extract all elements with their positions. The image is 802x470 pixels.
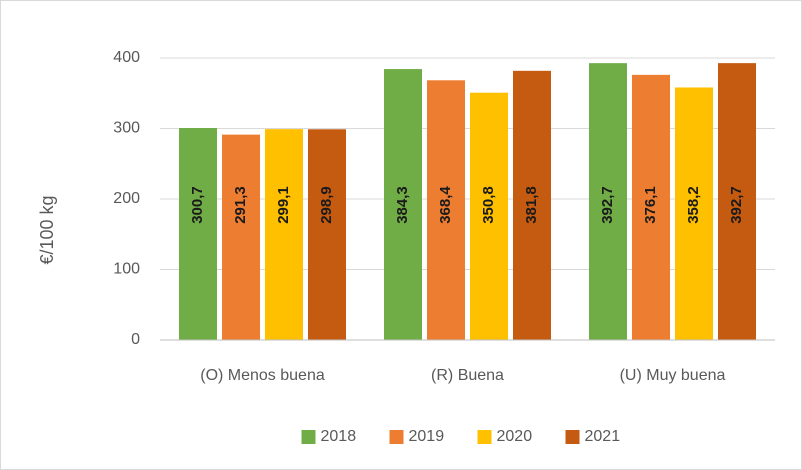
x-tick-label: (O) Menos buena — [200, 367, 325, 384]
bar — [222, 134, 260, 340]
y-tick-label: 200 — [113, 190, 140, 207]
legend-label: 2021 — [585, 428, 621, 445]
value-label: 358,2 — [685, 186, 702, 224]
y-tick-label: 400 — [113, 49, 140, 66]
legend-swatch — [477, 430, 492, 444]
value-label: 299,1 — [275, 186, 292, 224]
legend-swatch — [301, 430, 316, 444]
value-label: 392,7 — [599, 186, 616, 224]
value-label: 376,1 — [642, 186, 659, 224]
legend-label: 2020 — [497, 428, 533, 445]
value-label: 350,8 — [480, 186, 497, 224]
legend-swatch — [565, 430, 580, 444]
y-tick-label: 100 — [113, 261, 140, 278]
value-label: 384,3 — [394, 186, 411, 224]
y-tick-label: 0 — [131, 331, 140, 348]
bar — [427, 80, 465, 340]
y-axis-label: €/100 kg — [37, 195, 57, 264]
bar — [589, 63, 627, 341]
y-tick-label: 300 — [113, 120, 140, 137]
bar — [308, 129, 346, 340]
bar — [470, 92, 508, 340]
bar — [632, 74, 670, 341]
value-label: 291,3 — [232, 186, 249, 224]
bar — [265, 129, 303, 340]
value-label: 298,9 — [318, 186, 335, 224]
bar — [179, 128, 217, 340]
bar — [513, 70, 551, 341]
legend-label: 2019 — [409, 428, 445, 445]
bar — [384, 69, 422, 341]
legend-label: 2018 — [321, 428, 357, 445]
bar — [675, 87, 713, 341]
bar — [718, 63, 756, 341]
value-label: 392,7 — [728, 186, 745, 224]
legend-swatch — [389, 430, 404, 444]
x-tick-label: (R) Buena — [431, 367, 504, 384]
value-label: 381,8 — [523, 186, 540, 224]
value-label: 368,4 — [437, 186, 454, 224]
value-label: 300,7 — [189, 186, 206, 224]
x-tick-label: (U) Muy buena — [620, 367, 726, 384]
